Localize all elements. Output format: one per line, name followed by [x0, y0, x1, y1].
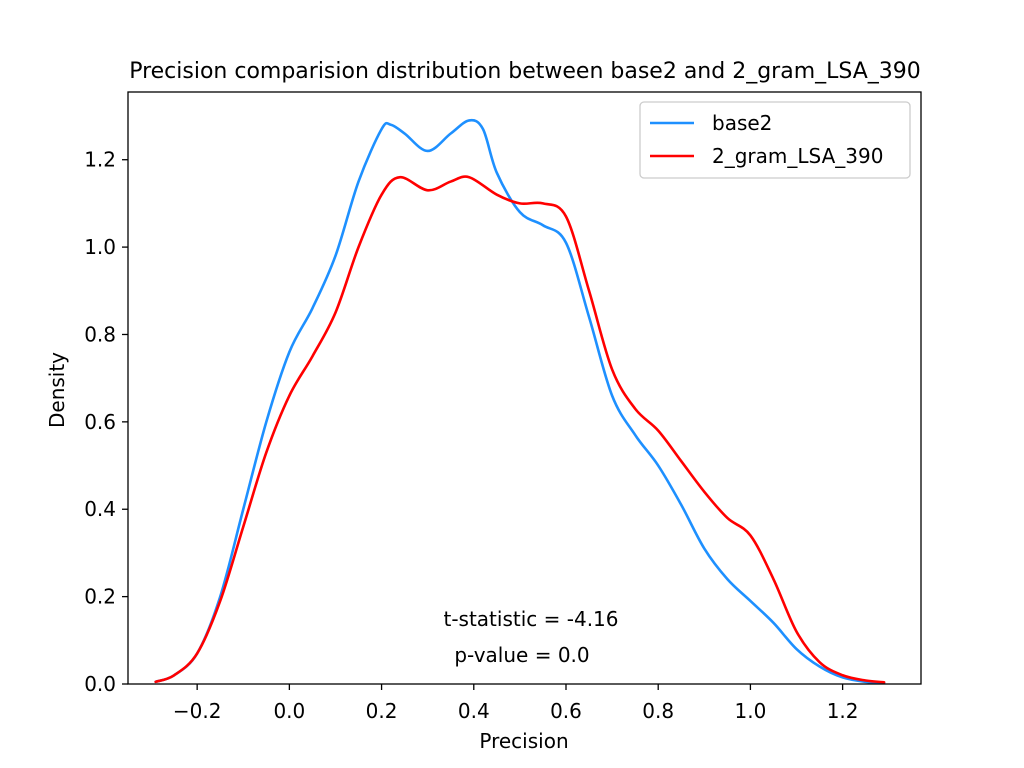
y-tick-label: 0.6 — [84, 410, 116, 434]
legend: base2 2_gram_LSA_390 — [639, 101, 911, 179]
p-value-annotation: p-value = 0.0 — [454, 643, 589, 667]
y-axis-label: Density — [45, 352, 69, 428]
y-tick-label: 0.2 — [84, 585, 116, 609]
chart-title: Precision comparision distribution betwe… — [129, 59, 921, 84]
t-statistic-annotation: t-statistic = -4.16 — [443, 607, 618, 631]
plot-area — [127, 91, 922, 685]
y-tick-label: 0.4 — [84, 497, 116, 521]
x-tick-label: 0.2 — [366, 699, 398, 723]
y-tick-label: 1.2 — [84, 148, 116, 172]
x-tick-label: 0.8 — [642, 699, 674, 723]
legend-box — [639, 101, 911, 179]
x-axis-ticks: −0.2 0.0 0.2 0.4 0.6 0.8 1.0 1.2 — [173, 684, 859, 723]
x-tick-label: −0.2 — [173, 699, 222, 723]
series-line-base2 — [154, 118, 886, 685]
plot-frame — [127, 91, 922, 685]
y-axis-ticks: 0.0 0.2 0.4 0.6 0.8 1.0 1.2 — [84, 148, 128, 696]
series-line-2-gram-lsa-390 — [154, 175, 886, 684]
x-tick-label: 1.2 — [827, 699, 859, 723]
x-tick-label: 1.0 — [735, 699, 767, 723]
y-tick-label: 1.0 — [84, 235, 116, 259]
x-axis-label: Precision — [479, 729, 568, 753]
y-tick-label: 0.8 — [84, 322, 116, 346]
x-tick-label: 0.6 — [550, 699, 582, 723]
legend-label-base2: base2 — [712, 111, 772, 135]
legend-label-2-gram-lsa-390: 2_gram_LSA_390 — [712, 144, 883, 168]
y-tick-label: 0.0 — [84, 672, 116, 696]
x-tick-label: 0.4 — [458, 699, 490, 723]
x-tick-label: 0.0 — [273, 699, 305, 723]
